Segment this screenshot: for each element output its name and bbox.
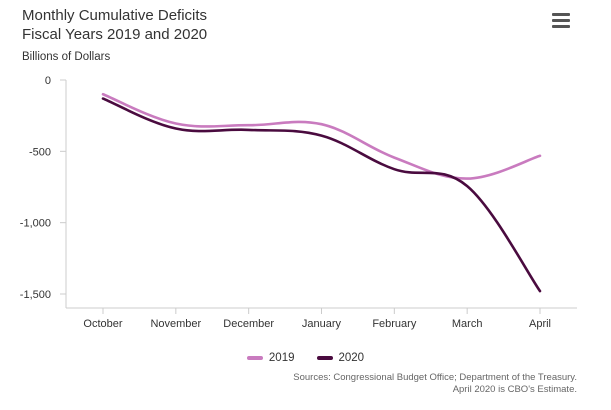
legend-item-2019[interactable]: 2019 [246,352,295,364]
y-tick-label: 0 [45,75,51,87]
chart-title-line-1: Monthly Cumulative Deficits [22,7,208,24]
sources-line-1: Sources: Congressional Budget Office; De… [293,372,577,383]
x-tick-label: April [529,318,551,330]
chart-title: Monthly Cumulative Deficits Fiscal Years… [22,6,207,44]
y-tick-label: -1,500 [20,289,51,301]
hamburger-menu-icon[interactable] [549,10,573,30]
x-tick-label: December [223,318,274,330]
line-chart: 0 -500 -1,000 -1,500 October November December… [20,75,577,330]
y-tick-label: -1,000 [20,218,51,230]
sources-note: Sources: Congressional Budget Office; De… [293,372,577,396]
chart-legend: 2019 2020 [0,348,611,368]
chart-series [101,92,542,293]
legend-swatch [246,356,263,360]
legend-swatch [316,356,333,360]
x-tick-label: November [150,318,201,330]
x-tick-label: February [372,318,417,330]
x-tick-label: January [302,318,342,330]
sources-line-2: April 2020 is CBO's Estimate. [452,384,577,395]
x-tick-label: March [452,318,483,330]
legend-item-2020[interactable]: 2020 [316,352,365,364]
chart-title-line-2: Fiscal Years 2019 and 2020 [22,26,208,43]
series-line-2019 [101,92,542,180]
y-axis-label: Billions of Dollars [22,51,111,63]
series-line-2020 [101,97,542,293]
x-tick-label: October [83,318,122,330]
legend-label: 2020 [338,352,365,364]
y-tick-label: -500 [29,146,51,158]
legend-label: 2019 [268,352,295,364]
chart-axes: 0 -500 -1,000 -1,500 October November December… [20,75,577,330]
